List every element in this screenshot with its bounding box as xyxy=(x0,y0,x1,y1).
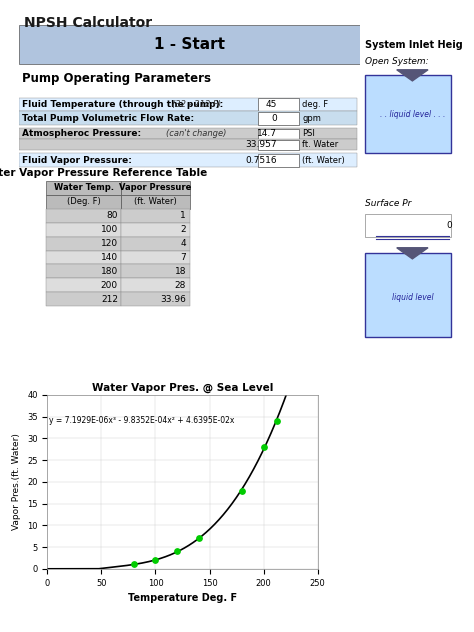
Text: 200: 200 xyxy=(101,281,118,290)
FancyBboxPatch shape xyxy=(121,278,190,292)
Text: Fluid Temperature (through the pump):: Fluid Temperature (through the pump): xyxy=(22,100,224,109)
FancyBboxPatch shape xyxy=(121,181,190,195)
Text: 180: 180 xyxy=(100,267,118,276)
Point xyxy=(173,546,181,556)
FancyBboxPatch shape xyxy=(46,264,121,278)
Text: deg. F: deg. F xyxy=(302,100,328,109)
Text: 28: 28 xyxy=(175,281,186,290)
FancyBboxPatch shape xyxy=(121,222,190,236)
Text: Water Vapor Pressure Reference Table: Water Vapor Pressure Reference Table xyxy=(0,167,208,178)
Text: gpm: gpm xyxy=(302,114,321,123)
FancyBboxPatch shape xyxy=(121,292,190,306)
FancyBboxPatch shape xyxy=(121,250,190,264)
X-axis label: Temperature Deg. F: Temperature Deg. F xyxy=(128,593,237,603)
FancyBboxPatch shape xyxy=(19,139,357,150)
FancyBboxPatch shape xyxy=(365,253,451,337)
Text: 212: 212 xyxy=(101,295,118,304)
Polygon shape xyxy=(397,248,428,259)
Text: 2: 2 xyxy=(181,225,186,234)
Text: (Deg. F): (Deg. F) xyxy=(67,197,100,207)
FancyBboxPatch shape xyxy=(121,236,190,250)
FancyBboxPatch shape xyxy=(46,222,121,236)
Text: 7: 7 xyxy=(181,253,186,262)
Title: Water Vapor Pres. @ Sea Level: Water Vapor Pres. @ Sea Level xyxy=(92,383,273,393)
FancyBboxPatch shape xyxy=(46,236,121,250)
FancyBboxPatch shape xyxy=(46,181,121,195)
Text: Atmospheroc Pressure:: Atmospheroc Pressure: xyxy=(22,129,142,138)
Text: ft. Water: ft. Water xyxy=(302,140,338,149)
Text: 14.7: 14.7 xyxy=(256,129,277,138)
Text: 0: 0 xyxy=(446,221,452,230)
FancyBboxPatch shape xyxy=(46,292,121,306)
Point xyxy=(260,442,267,453)
FancyBboxPatch shape xyxy=(258,154,299,167)
Text: 80: 80 xyxy=(107,211,118,221)
FancyBboxPatch shape xyxy=(365,214,451,236)
Point xyxy=(238,485,246,495)
Text: . . liquid level . . .: . . liquid level . . . xyxy=(380,110,445,119)
Text: (32 - 212 F): (32 - 212 F) xyxy=(172,100,221,109)
FancyBboxPatch shape xyxy=(19,153,357,167)
Point xyxy=(273,416,280,427)
Text: Fluid Vapor Pressure:: Fluid Vapor Pressure: xyxy=(22,155,132,165)
Text: Vapor Pressure: Vapor Pressure xyxy=(119,183,191,193)
Text: 18: 18 xyxy=(175,267,186,276)
FancyBboxPatch shape xyxy=(258,112,299,125)
Point xyxy=(152,555,159,565)
Text: (ft. Water): (ft. Water) xyxy=(134,197,177,207)
Text: 0.7516: 0.7516 xyxy=(245,155,277,165)
Text: Open System:: Open System: xyxy=(365,57,429,66)
Text: 33.957: 33.957 xyxy=(245,140,277,149)
Text: 1 - Start: 1 - Start xyxy=(154,37,225,52)
Text: System Inlet Heig: System Inlet Heig xyxy=(365,40,463,50)
FancyBboxPatch shape xyxy=(19,128,357,139)
FancyBboxPatch shape xyxy=(258,140,299,150)
Text: 45: 45 xyxy=(265,100,277,109)
FancyBboxPatch shape xyxy=(121,264,190,278)
Text: Pump Operating Parameters: Pump Operating Parameters xyxy=(22,71,211,85)
Text: Surface Pr: Surface Pr xyxy=(365,198,412,208)
FancyBboxPatch shape xyxy=(258,129,299,139)
FancyBboxPatch shape xyxy=(19,111,357,125)
FancyBboxPatch shape xyxy=(121,209,190,222)
Point xyxy=(130,559,137,569)
Text: y = 7.1929E-06x³ - 9.8352E-04x² + 4.6395E-02x: y = 7.1929E-06x³ - 9.8352E-04x² + 4.6395… xyxy=(49,416,235,425)
Text: 0: 0 xyxy=(271,114,277,123)
Text: Total Pump Volumetric Flow Rate:: Total Pump Volumetric Flow Rate: xyxy=(22,114,194,123)
Text: 1: 1 xyxy=(181,211,186,221)
Text: Water Temp.: Water Temp. xyxy=(54,183,114,193)
Y-axis label: Vapor Pres.(ft. Water): Vapor Pres.(ft. Water) xyxy=(12,434,21,530)
Text: PSI: PSI xyxy=(302,129,315,138)
Text: (ft. Water): (ft. Water) xyxy=(302,155,345,165)
Polygon shape xyxy=(397,70,428,81)
FancyBboxPatch shape xyxy=(258,98,299,111)
Text: 120: 120 xyxy=(101,239,118,248)
Text: liquid level: liquid level xyxy=(392,293,433,302)
FancyBboxPatch shape xyxy=(365,75,451,153)
Text: NPSH Calculator: NPSH Calculator xyxy=(24,16,152,30)
FancyBboxPatch shape xyxy=(46,250,121,264)
Text: 140: 140 xyxy=(101,253,118,262)
FancyBboxPatch shape xyxy=(46,195,121,209)
FancyBboxPatch shape xyxy=(121,195,190,209)
FancyBboxPatch shape xyxy=(19,25,360,64)
Point xyxy=(195,533,202,544)
Text: 33.96: 33.96 xyxy=(160,295,186,304)
Text: 4: 4 xyxy=(181,239,186,248)
FancyBboxPatch shape xyxy=(46,278,121,292)
FancyBboxPatch shape xyxy=(46,209,121,222)
Text: (can't change): (can't change) xyxy=(166,129,227,138)
Text: 100: 100 xyxy=(100,225,118,234)
FancyBboxPatch shape xyxy=(19,97,357,111)
